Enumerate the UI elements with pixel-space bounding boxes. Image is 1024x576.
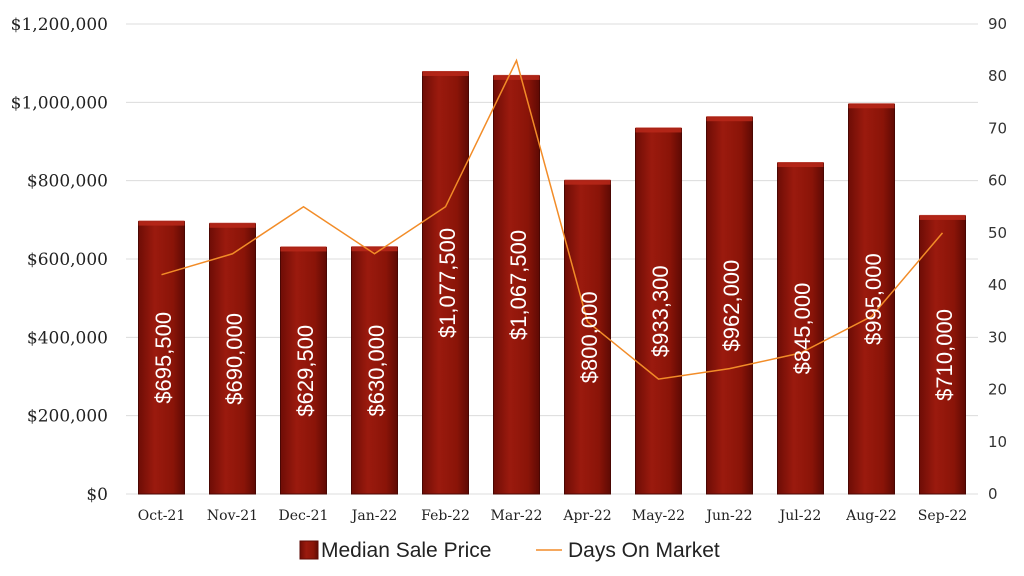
left-axis: $0 $200,000 $400,000 $600,000 $800,000 $1,000… (11, 15, 108, 505)
right-tick-label: 60 (988, 172, 1007, 190)
bar-data-label: $629,500 (293, 325, 318, 417)
bar (138, 221, 185, 495)
right-tick-label: 40 (988, 276, 1007, 294)
category-label: Jul-22 (778, 508, 822, 524)
bar-data-label: $1,077,500 (435, 228, 460, 338)
bar-data-label: $933,300 (648, 265, 673, 357)
legend-swatch-median-sale-price (299, 540, 319, 560)
category-label: Jun-22 (704, 508, 752, 524)
bar (422, 71, 469, 495)
bar (351, 246, 398, 495)
category-label: Feb-22 (421, 508, 470, 524)
bar-top-bevel (209, 222, 256, 228)
right-tick-label: 10 (988, 433, 1007, 451)
left-tick-label: $0 (86, 485, 108, 505)
category-axis: Oct-21 Nov-21 Dec-21 Jan-22 Feb-22 Mar-22 Apr-… (138, 508, 967, 524)
bar (635, 127, 682, 495)
bar-data-label: $800,000 (577, 291, 602, 383)
bar-top-bevel (848, 103, 895, 109)
category-label: Oct-21 (138, 508, 186, 524)
bar-data-label: $710,000 (932, 309, 957, 401)
category-label: Apr-22 (562, 508, 611, 524)
left-tick-label: $1,200,000 (11, 15, 108, 35)
right-tick-label: 20 (988, 381, 1007, 399)
bar (493, 75, 540, 495)
bar-top-bevel (564, 179, 611, 185)
bar-top-bevel (706, 116, 753, 122)
bar-data-label: $1,067,500 (506, 230, 531, 340)
bar-series-median-sale-price (138, 70, 966, 495)
left-tick-label: $600,000 (27, 250, 108, 270)
category-label: Mar-22 (491, 508, 543, 524)
bar-top-bevel (351, 246, 398, 252)
bar (777, 162, 824, 495)
bar-top-bevel (422, 70, 469, 76)
bar-top-bevel (777, 162, 824, 168)
bar (706, 116, 753, 495)
bar (280, 246, 327, 495)
legend: Median Sale Price Days On Market (299, 539, 720, 562)
left-tick-label: $200,000 (27, 407, 108, 427)
right-tick-label: 80 (988, 67, 1007, 85)
bar-data-label: $695,500 (151, 312, 176, 404)
gridlines (126, 23, 978, 495)
bar-top-bevel (493, 74, 540, 80)
right-tick-label: 70 (988, 119, 1007, 137)
bar-data-label: $690,000 (222, 313, 247, 405)
category-label: Dec-21 (279, 508, 329, 524)
bar-top-bevel (919, 214, 966, 220)
bar-data-label: $995,000 (861, 253, 886, 345)
legend-label-days-on-market: Days On Market (568, 539, 720, 562)
legend-label-median-sale-price: Median Sale Price (321, 539, 491, 562)
line-series-days-on-market: $695,500 $690,000 $629,500 $630,000 $1,077,5… (151, 58, 957, 417)
left-tick-label: $400,000 (27, 328, 108, 348)
bar-top-bevel (138, 220, 185, 226)
bar-data-label: $962,000 (719, 260, 744, 352)
category-label: Nov-21 (207, 508, 258, 524)
line-days-on-market (161, 58, 944, 380)
right-tick-label: 30 (988, 328, 1007, 346)
bar (919, 215, 966, 495)
bar-top-bevel (280, 246, 327, 252)
left-tick-label: $1,000,000 (11, 93, 108, 113)
category-label: Aug-22 (845, 508, 897, 524)
left-tick-label: $800,000 (27, 172, 108, 192)
bar-top-bevel (635, 127, 682, 133)
bar (209, 223, 256, 495)
category-label: May-22 (632, 508, 685, 524)
right-axis: 0 10 20 30 40 50 60 70 80 90 (988, 15, 1007, 503)
right-tick-label: 90 (988, 15, 1007, 33)
category-label: Sep-22 (918, 508, 967, 524)
bar-data-label: $845,000 (790, 283, 815, 375)
right-tick-label: 50 (988, 224, 1007, 242)
right-tick-label: 0 (988, 485, 998, 503)
bar-data-label: $630,000 (364, 325, 389, 417)
bar (564, 180, 611, 495)
category-label: Jan-22 (350, 508, 398, 524)
